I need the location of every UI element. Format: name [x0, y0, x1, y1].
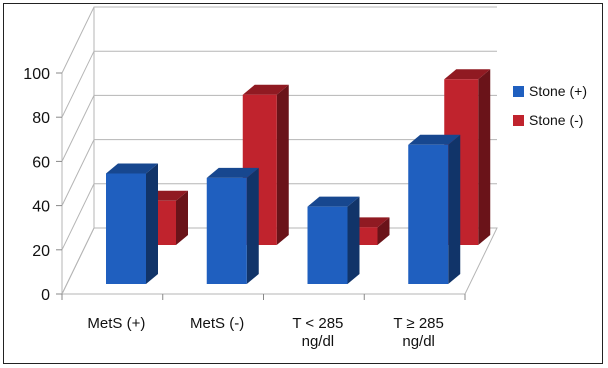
bar-side-face	[377, 217, 390, 245]
y-tick-label: 100	[23, 66, 50, 83]
y-tick-label: 0	[41, 287, 50, 304]
gridline	[61, 6, 497, 74]
bar-front-face	[307, 206, 348, 284]
bar-side-face	[246, 167, 259, 284]
x-category-label: T ≥ 285	[393, 315, 444, 332]
bar-side-face	[146, 163, 158, 284]
legend: Stone (+) Stone (-)	[513, 83, 587, 128]
bar-top-face	[106, 163, 158, 174]
gridline	[61, 183, 497, 251]
bar-front-face	[106, 173, 146, 284]
bar-stone-positive	[206, 167, 259, 284]
bar-side-face	[347, 196, 360, 284]
bar-stone-positive	[307, 196, 360, 284]
bar-side-face	[276, 84, 289, 245]
legend-swatch	[513, 115, 524, 126]
gridline	[61, 50, 497, 118]
y-tick-label: 40	[32, 199, 50, 216]
legend-label: Stone (+)	[529, 83, 587, 99]
y-tick-label: 80	[32, 110, 50, 127]
bar-stone-positive	[408, 134, 461, 284]
y-tick-label: 20	[32, 243, 50, 260]
bar-top-face	[307, 196, 360, 207]
bar-front-face	[408, 144, 449, 284]
legend-swatch	[513, 86, 524, 97]
y-axis-ticks: 0 20 40 60 80 100	[23, 66, 466, 304]
bar-front-face	[206, 177, 247, 284]
x-category-label: MetS (+)	[87, 315, 145, 332]
bar-top-face	[444, 69, 491, 80]
bar-stone-positive	[106, 163, 158, 284]
bar-top-face	[408, 134, 461, 145]
legend-label: Stone (-)	[529, 112, 583, 128]
x-category-label: ng/dl	[302, 333, 335, 350]
series-stone-positive-bars	[106, 134, 461, 284]
x-category-label: MetS (-)	[190, 315, 244, 332]
bar-side-face	[478, 69, 491, 245]
bar-side-face	[176, 190, 188, 245]
gridline	[61, 139, 497, 206]
x-category-label: ng/dl	[402, 333, 435, 350]
gridline	[61, 94, 497, 162]
bar-top-face	[242, 84, 289, 95]
y-tick-label: 60	[32, 154, 50, 171]
x-category-label: T < 285	[292, 315, 343, 332]
bar-side-face	[448, 134, 461, 284]
bar-top-face	[206, 167, 259, 178]
